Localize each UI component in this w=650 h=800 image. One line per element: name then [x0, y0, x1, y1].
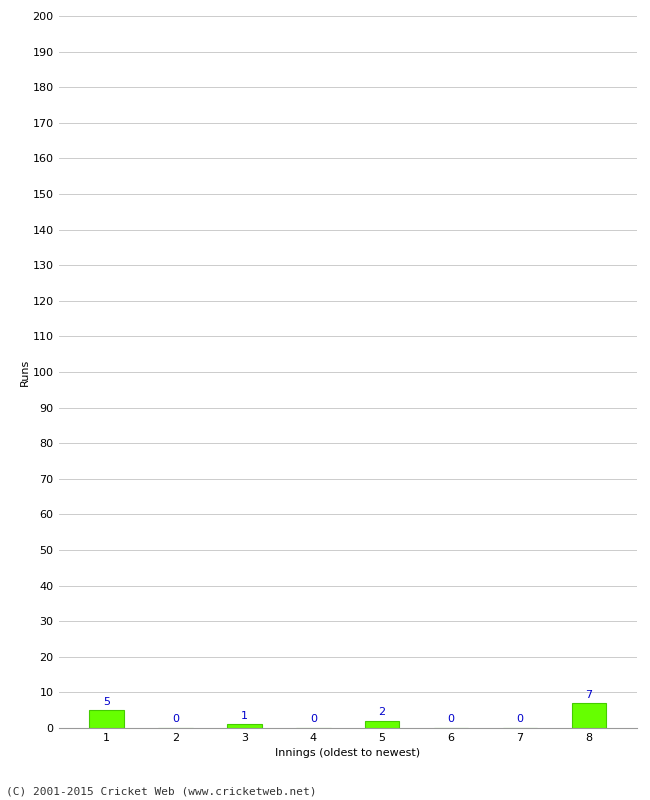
Bar [365, 721, 399, 728]
Text: 0: 0 [516, 714, 523, 725]
Text: 7: 7 [585, 690, 592, 699]
Text: 2: 2 [378, 707, 385, 718]
Bar [227, 725, 262, 728]
Text: 0: 0 [448, 714, 454, 725]
Text: 1: 1 [241, 711, 248, 721]
Y-axis label: Runs: Runs [20, 358, 30, 386]
Bar [90, 710, 124, 728]
Text: 5: 5 [103, 697, 111, 706]
X-axis label: Innings (oldest to newest): Innings (oldest to newest) [275, 749, 421, 758]
Bar [571, 703, 606, 728]
Text: (C) 2001-2015 Cricket Web (www.cricketweb.net): (C) 2001-2015 Cricket Web (www.cricketwe… [6, 786, 317, 796]
Text: 0: 0 [310, 714, 317, 725]
Text: 0: 0 [172, 714, 179, 725]
